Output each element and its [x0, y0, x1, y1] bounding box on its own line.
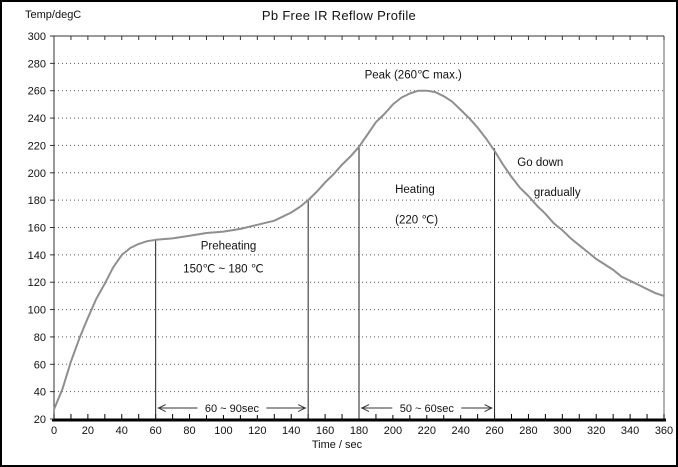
y-tick-label: 140 [28, 250, 46, 262]
x-tick-label: 340 [621, 425, 639, 437]
x-tick-label: 160 [316, 425, 334, 437]
span-arrow-label: 60 ~ 90sec [205, 403, 260, 415]
span-arrow-label-bg [392, 401, 462, 416]
arrowhead-right [484, 404, 493, 413]
x-tick-label: 220 [418, 425, 436, 437]
x-tick-label: 300 [553, 425, 571, 437]
preheating-range: 150℃ ~ 180 ℃ [183, 264, 264, 276]
y-tick-label: 300 [28, 31, 46, 43]
y-tick-label: 60 [34, 359, 46, 371]
x-tick-label: 360 [655, 425, 673, 437]
y-tick-label: 200 [28, 168, 46, 180]
x-tick-label: 320 [587, 425, 605, 437]
x-tick-label: 40 [116, 425, 128, 437]
y-tick-label: 40 [34, 387, 46, 399]
x-tick-label: 80 [183, 425, 195, 437]
x-tick-label: 100 [214, 425, 232, 437]
x-tick-label: 120 [248, 425, 266, 437]
y-tick-label: 160 [28, 223, 46, 235]
span-arrow-label: 50 ~ 60sec [400, 403, 455, 415]
y-tick-label: 220 [28, 140, 46, 152]
preheating-label: Preheating [201, 240, 257, 252]
x-tick-label: 140 [282, 425, 300, 437]
heating-label: Heating [395, 184, 435, 196]
cooldown-label-line2: gradually [534, 187, 581, 199]
heating-temp: (220 ℃) [395, 214, 438, 226]
arrowhead-left [360, 404, 370, 413]
temperature-curve [53, 89, 665, 411]
y-axis-title: Temp/degC [25, 9, 82, 21]
cooldown-label-line1: Go down [517, 157, 563, 169]
y-tick-label: 20 [34, 414, 46, 426]
x-tick-label: 0 [51, 425, 57, 437]
x-tick-label: 240 [451, 425, 469, 437]
chart-title: Pb Free IR Reflow Profile [261, 8, 417, 23]
y-tick-label: 80 [34, 332, 46, 344]
x-tick-label: 60 [150, 425, 162, 437]
y-tick-label: 120 [28, 277, 46, 289]
x-tick-label: 260 [485, 425, 503, 437]
y-tick-label: 240 [28, 113, 46, 125]
x-tick-label: 200 [384, 425, 402, 437]
x-axis-title: Time / sec [311, 439, 363, 451]
y-tick-label: 280 [28, 58, 46, 70]
y-tick-label: 260 [28, 86, 46, 98]
y-tick-label: 180 [28, 195, 46, 207]
arrowhead-left [157, 404, 166, 413]
y-tick-label: 100 [28, 305, 46, 317]
x-tick-label: 180 [350, 425, 368, 437]
peak-label: Peak (260℃ max.) [365, 69, 462, 81]
arrowhead-right [297, 404, 307, 413]
x-tick-label: 20 [82, 425, 94, 437]
span-arrow-label-bg [197, 401, 267, 416]
x-tick-label: 280 [519, 425, 537, 437]
